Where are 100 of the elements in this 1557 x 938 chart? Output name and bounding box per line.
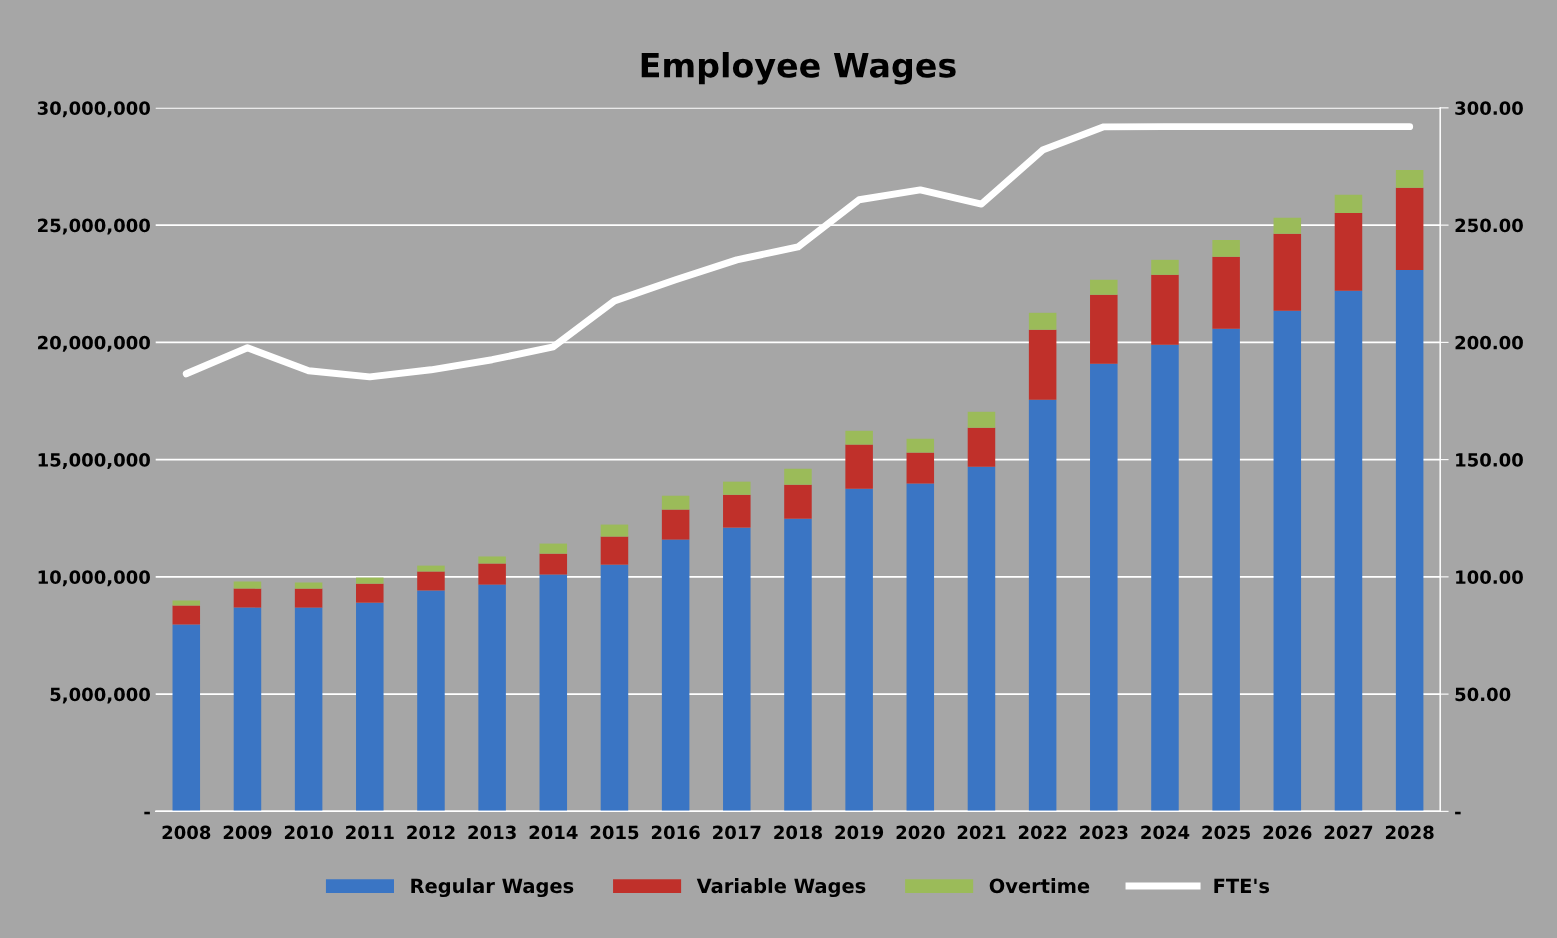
y2-tick-label: 150.00 [1456,453,1523,467]
bar [906,438,935,453]
bar [539,553,568,575]
bar [1334,290,1363,812]
x-tick-label: 2009 [223,825,272,840]
x-tick-label: 2020 [896,825,945,840]
y-tick-label: 10,000,000 [38,570,150,587]
bar [661,495,690,510]
x-tick-label: 2010 [284,825,333,840]
y-tick-label: 30,000,000 [37,101,150,118]
x-tick-label: 2011 [346,825,394,840]
bar [233,588,262,608]
bar [1151,274,1179,345]
bar [784,468,812,485]
bar [967,411,996,428]
x-tick-label: 2027 [1324,825,1373,840]
bar [1028,329,1057,400]
x-tick-label: 2015 [590,825,639,840]
y-tick-label: 20,000,000 [38,335,150,352]
bar [356,583,384,603]
bar [172,624,201,812]
bar [1395,170,1424,188]
bar [1334,212,1363,291]
y-tick-label: 15,000,000 [38,453,150,470]
bar [233,607,262,812]
chart-title: Employee Wages [641,51,956,85]
bar [539,574,568,812]
bar [906,483,935,812]
bar [1212,256,1240,329]
bar [294,582,323,589]
bar [723,527,751,812]
bar [539,543,568,554]
bar [233,581,262,589]
y2-tick-label: - [1455,811,1461,815]
bar [294,607,323,812]
bar [845,430,873,445]
x-tick-label: 2026 [1263,825,1312,840]
y2-tick-label: 100.00 [1456,570,1523,584]
x-tick-label: 2016 [651,825,700,840]
bar [1395,187,1424,270]
y2-tick-label: 200.00 [1455,335,1523,350]
bar [600,564,629,812]
legend-label: Variable Wages [696,878,866,898]
bar [294,588,323,608]
bar [784,518,812,812]
x-tick-label: 2014 [529,825,578,840]
bar [845,444,873,489]
bar [723,481,751,495]
y-tick-label: - [144,811,150,815]
bar [845,488,873,812]
bar [1273,233,1302,311]
y-tick-label: 25,000,000 [38,218,150,235]
bar [967,427,996,467]
bar [723,494,751,528]
bar [478,556,506,564]
y2-tick-label: 50.00 [1455,687,1511,702]
bar [1090,294,1118,364]
x-tick-label: 2019 [835,825,884,840]
bar [1090,363,1118,812]
x-tick-label: 2022 [1018,825,1067,840]
legend-label: Regular Wages [411,878,574,898]
bar [1028,399,1057,812]
legend-label: Overtime [989,878,1090,894]
x-tick-label: 2013 [468,825,516,840]
bar [906,452,935,484]
x-tick-label: 2028 [1385,825,1434,840]
bar [661,539,690,812]
y2-tick-label: 300.00 [1455,101,1523,115]
bar [417,590,445,812]
bar [1395,269,1424,812]
y-tick-label: 5,000,000 [50,687,150,704]
bar [1151,259,1179,275]
bar [356,577,384,584]
bar [1273,310,1302,812]
x-tick-label: 2017 [713,825,761,840]
bar [1028,312,1057,330]
bar [1090,279,1118,295]
legend-label: FTE's [1214,878,1270,894]
x-tick-label: 2012 [407,825,455,840]
bar [784,484,812,519]
bar [356,602,384,812]
x-tick-label: 2024 [1141,825,1190,840]
bar [1212,328,1240,812]
bar [600,536,629,565]
bar [1273,217,1302,234]
y2-tick-label: 250.00 [1455,218,1523,233]
bar [478,584,506,812]
bar [661,509,690,540]
bar [1212,239,1240,257]
bar [417,571,445,591]
x-tick-label: 2023 [1080,825,1128,840]
bar [600,524,629,537]
x-tick-label: 2025 [1202,825,1250,840]
bar [478,563,506,585]
bar [1151,344,1179,812]
bar [967,466,996,812]
x-tick-label: 2018 [774,825,822,840]
x-tick-label: 2021 [957,825,1006,840]
bar [172,605,201,625]
bar [1334,194,1363,213]
